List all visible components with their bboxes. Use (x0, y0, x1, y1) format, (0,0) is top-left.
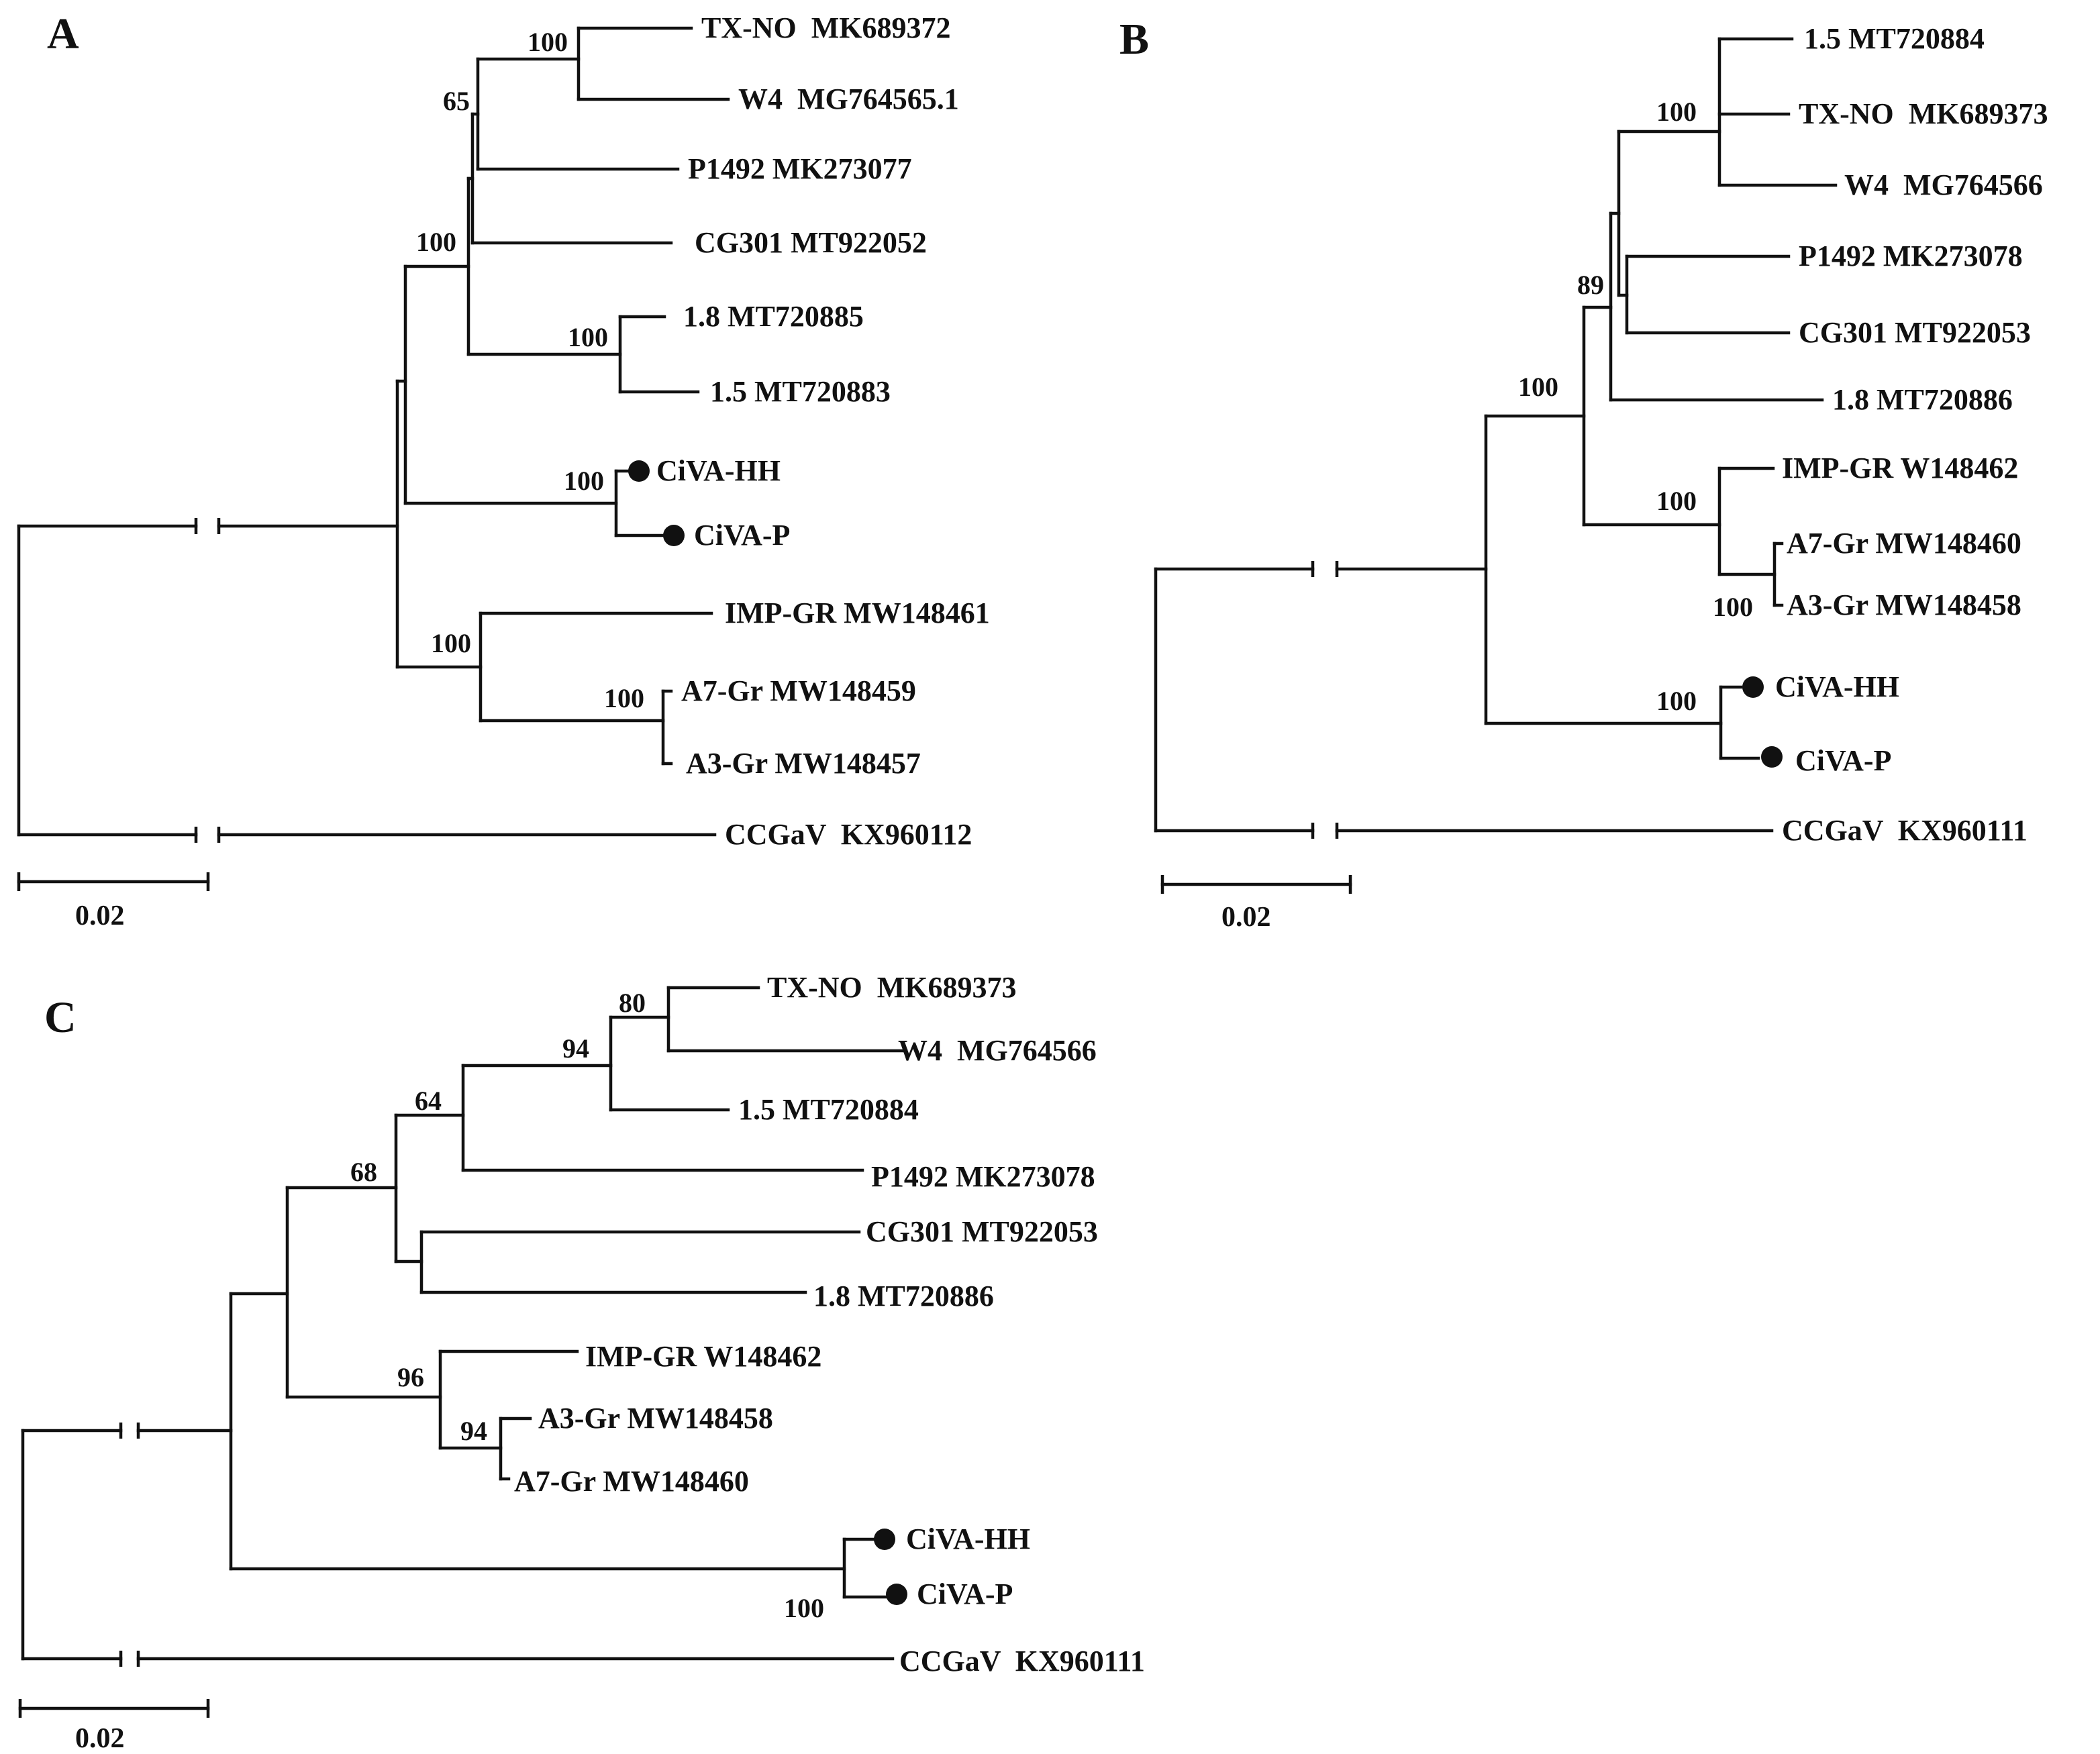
panel-c-leaf-labels: TX-NO MK689373 W4 MG764566 1.5 MT720884 … (514, 971, 1145, 1678)
leaf-label: CG301 MT922053 (866, 1215, 1098, 1248)
leaf-label: W4 MG764566 (1844, 168, 2043, 201)
leaf-label: IMP-GR W148462 (1782, 452, 2018, 484)
bootstrap-value: 100 (564, 466, 604, 496)
leaf-label: CiVA-P (694, 519, 790, 552)
panel-a-branches (17, 26, 730, 843)
leaf-label: 1.5 MT720884 (1804, 22, 1985, 55)
panel-c: C (18, 971, 1145, 1754)
leaf-label: A3-Gr MW148458 (538, 1402, 773, 1435)
leaf-label: CiVA-P (1795, 744, 1891, 777)
leaf-label: W4 MG764566 (898, 1034, 1097, 1067)
bootstrap-value: 100 (568, 322, 608, 352)
bootstrap-value: 94 (460, 1416, 487, 1446)
bootstrap-value: 100 (1656, 486, 1697, 516)
panel-a-letter: A (47, 9, 79, 58)
leaf-label: A3-Gr MW148457 (686, 747, 921, 780)
leaf-label: TX-NO MK689373 (1799, 97, 2048, 130)
filled-circle-marker (628, 460, 650, 482)
bootstrap-value: 100 (416, 227, 456, 257)
bootstrap-value: 89 (1577, 270, 1604, 300)
panel-b-support-values: 100 89 100 100 100 100 (1518, 97, 1753, 716)
panel-a-scale-bar: 0.02 (17, 872, 210, 931)
bootstrap-value: 100 (1713, 592, 1753, 622)
leaf-label: 1.8 MT720886 (1832, 383, 2013, 416)
bootstrap-value: 94 (562, 1033, 589, 1064)
leaf-label: P1492 MK273078 (871, 1160, 1095, 1193)
panel-b-branches (1154, 37, 1838, 839)
bootstrap-value: 100 (1518, 372, 1558, 402)
bootstrap-value: 100 (1656, 686, 1697, 716)
leaf-label: CCGaV KX960112 (725, 818, 972, 851)
leaf-label: CCGaV KX960111 (899, 1645, 1145, 1678)
leaf-label: P1492 MK273078 (1799, 240, 2023, 272)
leaf-label: A3-Gr MW148458 (1787, 588, 2021, 621)
panel-a-support-values: 100 65 100 100 100 100 100 (416, 27, 644, 713)
leaf-label: CiVA-P (917, 1578, 1013, 1610)
filled-circle-marker (874, 1529, 895, 1550)
leaf-label: IMP-GR MW148461 (725, 597, 990, 629)
panel-c-support-values: 80 94 64 68 96 94 100 (350, 988, 824, 1623)
leaf-label: P1492 MK273077 (688, 152, 912, 185)
bootstrap-value: 65 (443, 86, 470, 116)
leaf-label: CG301 MT922052 (695, 226, 927, 259)
leaf-label: CiVA-HH (906, 1523, 1030, 1555)
bootstrap-value: 100 (1656, 97, 1697, 127)
bootstrap-value: 100 (604, 683, 644, 713)
panel-c-letter: C (44, 993, 77, 1042)
bootstrap-value: 68 (350, 1157, 377, 1187)
leaf-label: A7-Gr MW148460 (514, 1465, 749, 1498)
leaf-label: CiVA-HH (656, 454, 781, 487)
filled-circle-marker (1761, 746, 1783, 768)
panel-c-branches (21, 986, 908, 1667)
leaf-label: CCGaV KX960111 (1782, 814, 2028, 847)
bootstrap-value: 100 (784, 1593, 824, 1623)
leaf-label: 1.8 MT720886 (813, 1280, 994, 1312)
leaf-label: TX-NO MK689373 (767, 971, 1017, 1004)
panel-b: B (1119, 15, 2048, 933)
leaf-label: 1.5 MT720883 (710, 375, 891, 408)
leaf-label: A7-Gr MW148459 (681, 674, 916, 707)
scale-bar-label: 0.02 (75, 1723, 125, 1754)
bootstrap-value: 64 (415, 1086, 442, 1116)
bootstrap-value: 96 (397, 1362, 424, 1392)
panel-b-leaf-labels: 1.5 MT720884 TX-NO MK689373 W4 MG764566 … (1775, 22, 2048, 847)
leaf-label: CG301 MT922053 (1799, 316, 2031, 349)
filled-circle-marker (886, 1584, 907, 1605)
panel-c-scale-bar: 0.02 (18, 1699, 210, 1754)
leaf-label: 1.5 MT720884 (738, 1093, 919, 1126)
scale-bar-label: 0.02 (1221, 902, 1271, 933)
leaf-label: W4 MG764565.1 (738, 83, 959, 115)
scale-bar-label: 0.02 (75, 900, 125, 931)
leaf-label: IMP-GR W148462 (585, 1340, 821, 1373)
panel-a: A (17, 9, 990, 931)
panel-b-letter: B (1119, 15, 1149, 64)
filled-circle-marker (1742, 676, 1764, 698)
filled-circle-marker (663, 525, 685, 546)
bootstrap-value: 80 (619, 988, 646, 1018)
panel-a-leaf-labels: TX-NO MK689372 W4 MG764565.1 P1492 MK273… (656, 11, 990, 851)
leaf-label: TX-NO MK689372 (701, 11, 951, 44)
leaf-label: CiVA-HH (1775, 670, 1899, 703)
leaf-label: A7-Gr MW148460 (1787, 527, 2021, 560)
leaf-label: 1.8 MT720885 (683, 300, 864, 333)
bootstrap-value: 100 (528, 27, 568, 57)
panel-b-scale-bar: 0.02 (1160, 875, 1352, 933)
bootstrap-value: 100 (431, 628, 471, 658)
